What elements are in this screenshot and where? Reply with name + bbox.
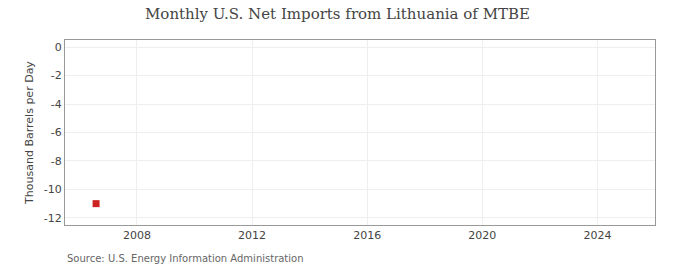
svg-text:-12: -12 xyxy=(44,212,62,225)
svg-text:0: 0 xyxy=(55,41,62,54)
svg-text:Source: U.S. Energy Informatio: Source: U.S. Energy Information Administ… xyxy=(67,253,304,264)
svg-text:-10: -10 xyxy=(44,183,62,196)
svg-text:2016: 2016 xyxy=(353,229,381,242)
svg-text:2024: 2024 xyxy=(583,229,611,242)
svg-text:2008: 2008 xyxy=(123,229,151,242)
svg-text:-2: -2 xyxy=(51,69,62,82)
svg-text:-6: -6 xyxy=(51,126,62,139)
svg-text:2020: 2020 xyxy=(468,229,496,242)
svg-text:2012: 2012 xyxy=(238,229,266,242)
svg-text:-4: -4 xyxy=(51,98,62,111)
svg-text:Monthly U.S. Net Imports from: Monthly U.S. Net Imports from Lithuania … xyxy=(145,5,530,23)
svg-text:-8: -8 xyxy=(51,155,62,168)
svg-text:Thousand Barrels per Day: Thousand Barrels per Day xyxy=(23,61,36,205)
